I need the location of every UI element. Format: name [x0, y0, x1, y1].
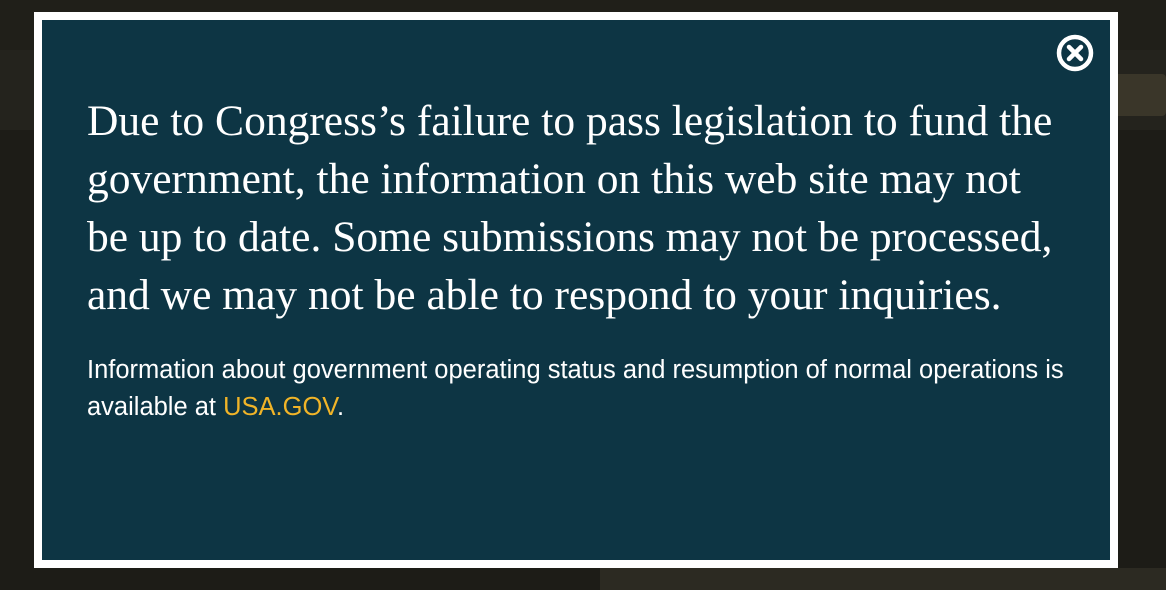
info-text: Information about government operating s… — [87, 356, 1064, 421]
shutdown-headline: Due to Congress’s failure to pass legisl… — [87, 97, 1053, 319]
close-circle-icon — [1056, 34, 1094, 72]
shutdown-notice-modal: Due to Congress’s failure to pass legisl… — [34, 12, 1118, 568]
operating-status-info: Information about government operating s… — [87, 352, 1070, 426]
usa-gov-link[interactable]: USA.GOV — [223, 393, 337, 421]
close-button[interactable] — [1056, 34, 1094, 72]
info-period: . — [336, 393, 345, 421]
background-footer — [600, 568, 1166, 590]
background-search — [1110, 74, 1166, 116]
modal-content: Due to Congress’s failure to pass legisl… — [42, 20, 1110, 560]
